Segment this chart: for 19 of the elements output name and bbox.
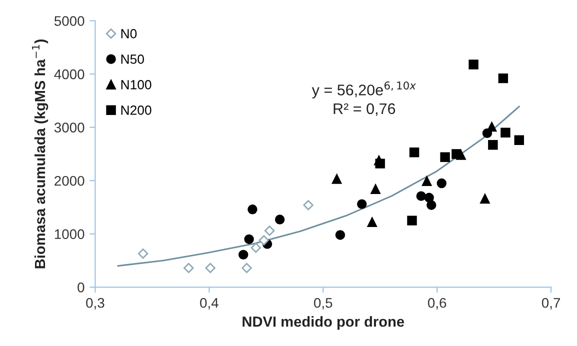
x-axis-title: NDVI medido por drone <box>242 316 404 330</box>
legend-label: N50 <box>121 54 144 64</box>
annotation: R² = 0,76 <box>334 103 396 116</box>
y-tick-label: 4000 <box>54 69 84 80</box>
y-tick-label: 3000 <box>54 122 84 132</box>
x-tick-label: 0,7 <box>542 298 560 310</box>
legend-label: N200 <box>121 106 152 115</box>
x-tick-label: 0,3 <box>86 298 104 310</box>
legend-label: N0 <box>121 29 137 38</box>
x-tick-label: 0,4 <box>200 298 218 310</box>
legend-label: N100 <box>121 80 152 90</box>
y-tick-label: 2000 <box>54 176 84 186</box>
y-axis-title: Biomasa acumulada (kgMS ha$^{−1}$) <box>32 40 48 268</box>
y-tick-label: 1000 <box>54 229 84 240</box>
y-tick-label: 5000 <box>54 16 84 26</box>
annotation: y = 56,20e$^{6,10x}$ <box>312 81 416 98</box>
y-tick-label: 0 <box>78 282 84 292</box>
x-tick-label: 0,5 <box>314 298 332 310</box>
x-tick-label: 0,6 <box>428 298 446 310</box>
